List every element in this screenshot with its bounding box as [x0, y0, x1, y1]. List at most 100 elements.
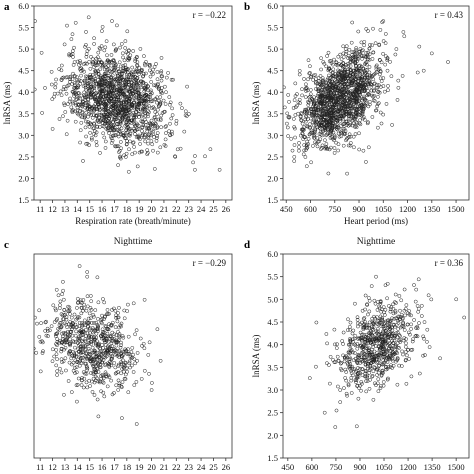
- data-point: [369, 85, 374, 89]
- data-point: [376, 94, 380, 99]
- data-point: [303, 119, 308, 124]
- data-point: [374, 336, 379, 341]
- data-point: [126, 75, 131, 79]
- data-point: [102, 63, 107, 68]
- data-point: [52, 320, 57, 324]
- data-point: [68, 74, 73, 79]
- data-point: [149, 80, 154, 84]
- data-point: [103, 73, 107, 78]
- data-point: [359, 53, 364, 58]
- data-point: [387, 342, 392, 347]
- data-point: [80, 102, 85, 107]
- data-point: [417, 306, 421, 311]
- data-point: [372, 314, 376, 319]
- data-point: [326, 85, 330, 90]
- data-point: [50, 127, 55, 131]
- data-point: [366, 50, 370, 55]
- data-point: [130, 69, 134, 74]
- data-point: [58, 321, 63, 325]
- data-point: [58, 89, 63, 94]
- data-point: [122, 92, 127, 97]
- data-point: [139, 85, 144, 89]
- data-point: [110, 117, 114, 122]
- data-point: [94, 139, 99, 144]
- data-point: [334, 62, 339, 67]
- data-point: [345, 137, 349, 141]
- data-point: [152, 115, 157, 120]
- data-point: [327, 123, 332, 128]
- data-point: [71, 368, 76, 373]
- data-point: [94, 71, 99, 75]
- data-point: [131, 141, 135, 145]
- data-point: [367, 386, 372, 391]
- data-point: [327, 73, 331, 78]
- data-point: [114, 47, 119, 52]
- data-point: [303, 135, 307, 139]
- data-point: [146, 136, 151, 141]
- data-point: [168, 133, 172, 138]
- x-tick-label: 21: [160, 462, 169, 472]
- data-point: [117, 332, 122, 336]
- data-point: [320, 130, 325, 134]
- data-point: [402, 308, 407, 313]
- data-point: [400, 74, 405, 78]
- data-point: [80, 99, 85, 104]
- data-point: [74, 325, 78, 330]
- data-point: [330, 85, 335, 90]
- data-point: [404, 349, 408, 354]
- data-point: [99, 44, 104, 48]
- data-point: [141, 105, 146, 110]
- data-point: [354, 110, 358, 115]
- data-point: [365, 74, 369, 79]
- data-point: [148, 74, 153, 79]
- data-point: [361, 350, 365, 355]
- data-point: [364, 27, 369, 31]
- data-point: [98, 80, 103, 84]
- data-point: [332, 57, 336, 62]
- data-point: [409, 322, 413, 327]
- data-point: [57, 340, 62, 345]
- y-tick-label: 5.5: [267, 272, 278, 282]
- data-point: [335, 88, 340, 93]
- data-point: [325, 127, 330, 132]
- data-point: [410, 339, 415, 344]
- data-point: [75, 111, 80, 116]
- data-point: [99, 104, 104, 109]
- data-point: [132, 357, 137, 362]
- data-point: [348, 342, 353, 347]
- data-point: [356, 324, 360, 329]
- data-point: [395, 335, 400, 340]
- data-point: [127, 102, 132, 107]
- data-point: [170, 106, 174, 111]
- data-point: [111, 88, 116, 93]
- data-point: [191, 160, 195, 165]
- data-point: [318, 126, 323, 131]
- data-point: [334, 140, 338, 145]
- data-point: [320, 96, 325, 101]
- data-point: [348, 338, 353, 343]
- data-point: [142, 89, 147, 94]
- data-point: [123, 69, 128, 74]
- data-point: [127, 147, 131, 152]
- data-point: [67, 53, 72, 58]
- data-point: [334, 84, 338, 89]
- data-point: [131, 100, 136, 105]
- data-point: [63, 345, 68, 350]
- data-point: [94, 81, 99, 86]
- data-point: [380, 20, 385, 25]
- data-point: [141, 80, 146, 85]
- data-point: [300, 132, 305, 136]
- data-point: [363, 103, 368, 108]
- data-point: [303, 114, 308, 118]
- data-point: [163, 144, 168, 148]
- data-point: [348, 346, 353, 351]
- data-point: [328, 93, 332, 98]
- data-point: [376, 101, 381, 105]
- data-point: [98, 107, 102, 112]
- data-point: [131, 49, 136, 53]
- data-point: [145, 152, 150, 157]
- data-point: [308, 88, 313, 92]
- data-point: [388, 355, 393, 359]
- data-point: [85, 331, 90, 336]
- data-point: [169, 116, 174, 121]
